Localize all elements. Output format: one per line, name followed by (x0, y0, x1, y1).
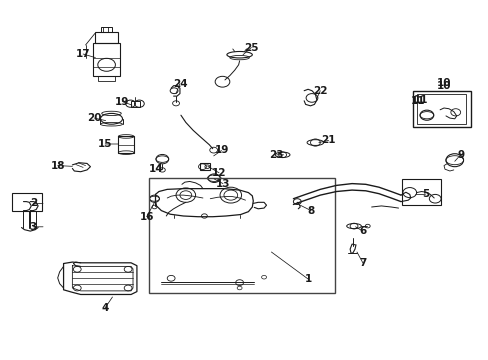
Text: 10: 10 (436, 81, 450, 91)
Text: 14: 14 (149, 164, 163, 174)
Text: 19: 19 (115, 96, 129, 107)
Text: 2: 2 (30, 198, 37, 208)
Text: 13: 13 (215, 179, 230, 189)
Text: 11: 11 (410, 96, 425, 106)
Text: 8: 8 (307, 206, 314, 216)
Text: 5: 5 (421, 189, 428, 199)
Text: 10: 10 (436, 78, 450, 88)
Text: 3: 3 (30, 222, 37, 232)
Text: 19: 19 (214, 145, 228, 156)
Bar (199, 163, 210, 170)
Bar (93, 43, 120, 76)
Text: 24: 24 (172, 78, 187, 89)
Bar (401, 179, 440, 205)
Text: 6: 6 (359, 226, 366, 236)
Text: 16: 16 (139, 212, 154, 222)
Text: 7: 7 (358, 258, 366, 268)
Text: 1: 1 (304, 274, 311, 284)
Bar (149, 178, 334, 293)
Text: 25: 25 (244, 42, 258, 53)
Text: 9: 9 (456, 150, 463, 160)
Text: 18: 18 (50, 161, 65, 171)
Text: 15: 15 (98, 139, 112, 149)
Text: 12: 12 (211, 168, 226, 178)
Bar (416, 94, 465, 124)
Text: 21: 21 (321, 135, 335, 145)
Bar (98, 76, 115, 81)
Bar (95, 32, 118, 43)
Bar (412, 91, 470, 127)
Bar (101, 27, 112, 32)
Text: 20: 20 (87, 113, 102, 123)
Text: 11: 11 (413, 95, 428, 105)
Bar (118, 136, 134, 153)
Text: 4: 4 (101, 303, 109, 313)
Bar (12, 193, 41, 211)
Bar (130, 101, 140, 107)
Text: 17: 17 (76, 49, 90, 59)
Text: 23: 23 (269, 150, 284, 160)
Text: 22: 22 (312, 86, 327, 96)
